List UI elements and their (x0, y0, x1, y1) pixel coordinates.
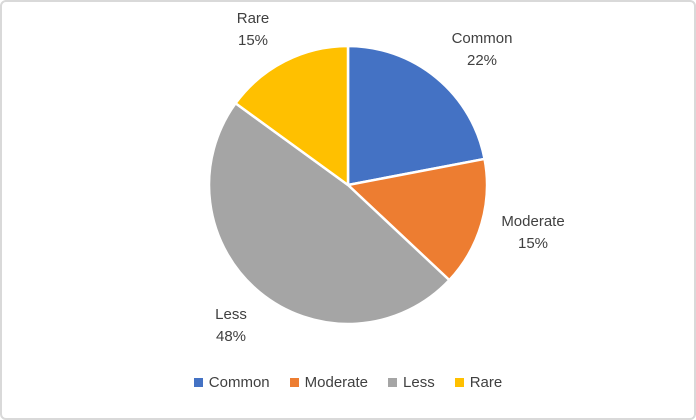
legend-swatch-moderate (289, 378, 299, 387)
data-label-less-percent: 48% (215, 328, 247, 345)
data-label-moderate-percent: 15% (517, 235, 549, 252)
legend-item-rare: Rare (454, 374, 503, 391)
legend-label-moderate: Moderate (304, 374, 369, 391)
pie-slice-rare (234, 44, 350, 187)
legend-swatch-rare (454, 378, 464, 387)
data-label-moderate-category: Moderate (501, 213, 565, 230)
legend-label-rare: Rare (469, 374, 503, 391)
data-label-common-category: Common (451, 30, 513, 47)
legend-item-moderate: Moderate (289, 374, 369, 391)
legend-item-less: Less (388, 374, 435, 391)
data-label-common-percent: 22% (466, 52, 498, 69)
legend-swatch-common (193, 378, 203, 387)
legend: Common Moderate Less Rare (2, 374, 694, 391)
legend-swatch-less (388, 378, 398, 387)
data-label-common: Common 22% (452, 28, 513, 72)
data-label-rare: Rare 15% (237, 8, 270, 52)
data-label-rare-category: Rare (236, 10, 270, 27)
legend-label-common: Common (208, 374, 270, 391)
data-label-moderate: Moderate 15% (501, 211, 564, 255)
pie-slices (207, 44, 489, 326)
legend-item-common: Common (193, 374, 270, 391)
legend-label-less: Less (403, 374, 435, 391)
pie-slice-common (346, 44, 486, 187)
data-label-rare-percent: 15% (237, 32, 269, 49)
pie-slice-less (207, 102, 451, 326)
data-label-less-category: Less (215, 306, 247, 323)
pie-slice-moderate (346, 157, 489, 282)
data-label-less: Less 48% (215, 304, 247, 348)
